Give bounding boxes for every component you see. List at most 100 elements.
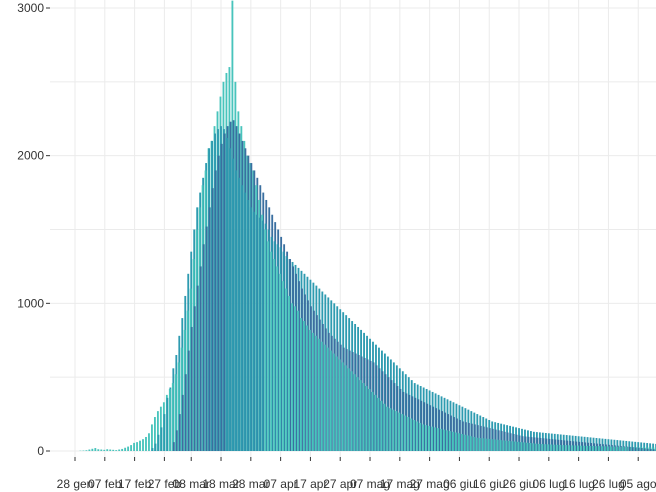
bar <box>405 393 408 451</box>
bar <box>402 391 405 451</box>
bar <box>153 417 156 451</box>
bar <box>368 388 371 451</box>
bar <box>118 449 121 451</box>
bar <box>475 437 478 451</box>
bar <box>332 353 335 451</box>
bar <box>264 229 267 451</box>
bar <box>270 251 273 451</box>
bar <box>410 418 413 451</box>
bar <box>628 441 631 451</box>
bar <box>544 444 547 451</box>
bar <box>500 431 503 451</box>
bar <box>636 447 639 451</box>
bar <box>457 433 460 451</box>
bar <box>142 439 144 451</box>
y-axis: 0 1000 2000 3000 <box>17 1 50 458</box>
bar <box>619 445 622 451</box>
bar <box>550 444 553 451</box>
bar <box>174 374 177 451</box>
bar <box>434 427 436 451</box>
bar <box>533 437 536 451</box>
bar <box>429 405 432 451</box>
bar <box>589 445 591 451</box>
x-tick-label: 27 feb <box>148 477 182 491</box>
bar <box>556 444 559 451</box>
bar <box>532 443 535 451</box>
bar <box>616 445 619 451</box>
bar <box>302 321 305 451</box>
bar <box>267 241 270 451</box>
bar <box>374 394 377 451</box>
bar <box>472 436 475 451</box>
bar <box>288 295 290 451</box>
bar <box>186 310 189 451</box>
bar <box>527 436 530 451</box>
bar <box>557 439 560 451</box>
bar <box>625 446 628 451</box>
bar <box>380 400 383 451</box>
bar <box>479 425 482 451</box>
bar <box>619 440 622 451</box>
bar <box>289 259 292 451</box>
bar <box>512 434 515 451</box>
y-tick-label: 2000 <box>17 149 44 163</box>
bar <box>520 442 523 451</box>
bar <box>192 259 195 451</box>
bar <box>646 443 649 451</box>
bar <box>297 310 299 451</box>
bar <box>315 315 318 451</box>
bar <box>157 434 160 451</box>
bar <box>298 281 300 451</box>
bar <box>348 350 351 451</box>
bar <box>181 394 184 451</box>
x-tick-label: 27 mag <box>410 477 450 491</box>
bar <box>426 403 429 451</box>
bar <box>106 449 109 451</box>
bar <box>109 449 112 451</box>
bar <box>569 440 572 451</box>
bar <box>342 347 345 451</box>
bar <box>237 177 240 452</box>
bar <box>198 207 201 451</box>
bar <box>488 428 491 451</box>
x-tick-label: 26 giu <box>503 477 536 491</box>
bar <box>608 444 610 451</box>
bar <box>396 386 399 451</box>
bar <box>329 350 332 451</box>
bar <box>324 328 327 451</box>
bar <box>295 273 297 451</box>
bar <box>566 440 569 451</box>
bar <box>419 422 422 451</box>
bar <box>350 371 353 451</box>
bar <box>639 447 642 451</box>
bar <box>285 288 287 451</box>
bar <box>310 306 312 451</box>
bar <box>649 443 652 451</box>
bar <box>211 188 214 452</box>
bar <box>178 414 181 451</box>
bar <box>562 445 565 451</box>
bar <box>523 442 526 451</box>
bar <box>565 445 568 451</box>
bar <box>190 326 193 451</box>
bar <box>616 440 619 451</box>
bar <box>450 415 452 451</box>
bar <box>193 306 196 451</box>
bar <box>652 449 655 451</box>
bar <box>451 431 454 451</box>
bar <box>313 310 315 451</box>
bar <box>387 377 390 451</box>
bars-layer <box>79 0 656 452</box>
bar <box>499 440 502 451</box>
x-tick-label: 28 gen <box>57 477 94 491</box>
bar <box>151 424 153 451</box>
bar <box>408 394 411 451</box>
bar <box>547 444 550 451</box>
x-tick-label: 07 mag <box>350 477 390 491</box>
bar <box>511 441 514 451</box>
bar <box>514 441 517 451</box>
bar <box>652 443 655 451</box>
bar <box>648 447 651 451</box>
bar <box>371 391 374 451</box>
